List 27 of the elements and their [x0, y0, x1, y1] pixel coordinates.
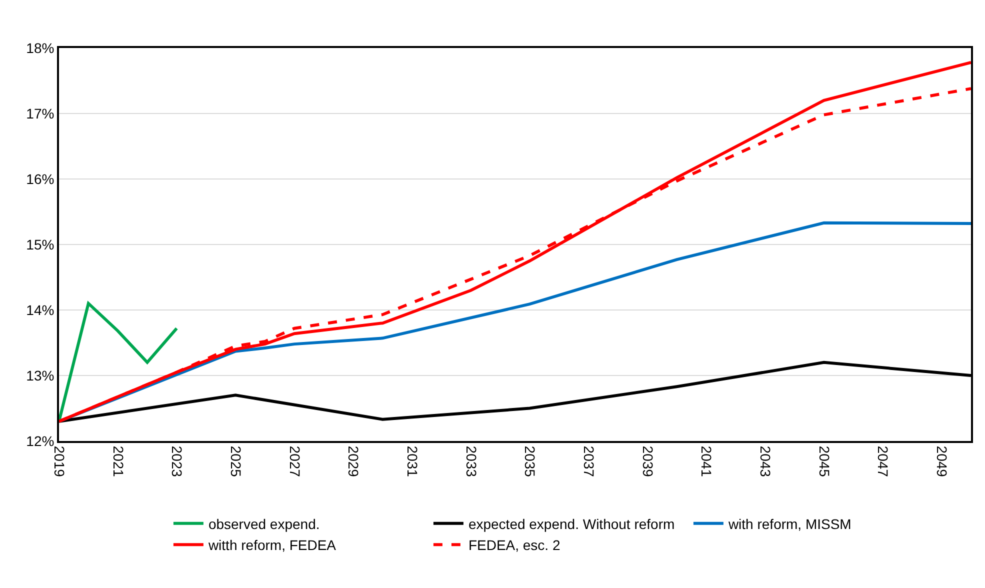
x-tick-label: 2037	[581, 446, 597, 478]
x-tick-label: 2021	[110, 446, 126, 478]
x-tick-label: 2039	[640, 446, 656, 478]
y-tick-label: 18%	[26, 40, 54, 56]
x-tick-label: 2045	[816, 446, 832, 478]
x-tick-label: 2035	[522, 446, 538, 478]
x-tick-label: 2041	[698, 446, 715, 478]
x-tick-label: 2029	[346, 446, 362, 478]
y-tick-label: 13%	[26, 367, 54, 384]
x-tick-label: 2023	[169, 446, 186, 478]
y-tick-label: 14%	[26, 302, 54, 318]
legend-label: observed expend.	[208, 516, 320, 532]
legend-label: witth reform, FEDEA	[207, 537, 337, 554]
y-tick-label: 15%	[26, 236, 54, 252]
legend-label: FEDEA, esc. 2	[468, 537, 560, 554]
line-series	[59, 221, 971, 423]
x-tick-label: 2031	[404, 446, 420, 478]
x-tick-label: 2033	[463, 446, 480, 478]
x-tick-label: 2049	[934, 446, 950, 478]
x-tick-label: 2025	[228, 446, 244, 478]
y-tick-label: 17%	[26, 105, 54, 122]
legend-label: expected expend. Without reform	[468, 516, 675, 532]
x-tick-label: 2047	[875, 446, 892, 478]
legend-label: with reform, MISSM	[727, 516, 852, 532]
y-tick-label: 16%	[26, 170, 54, 187]
x-tick-label: 2043	[758, 446, 774, 478]
x-tick-label: 2027	[286, 446, 303, 478]
